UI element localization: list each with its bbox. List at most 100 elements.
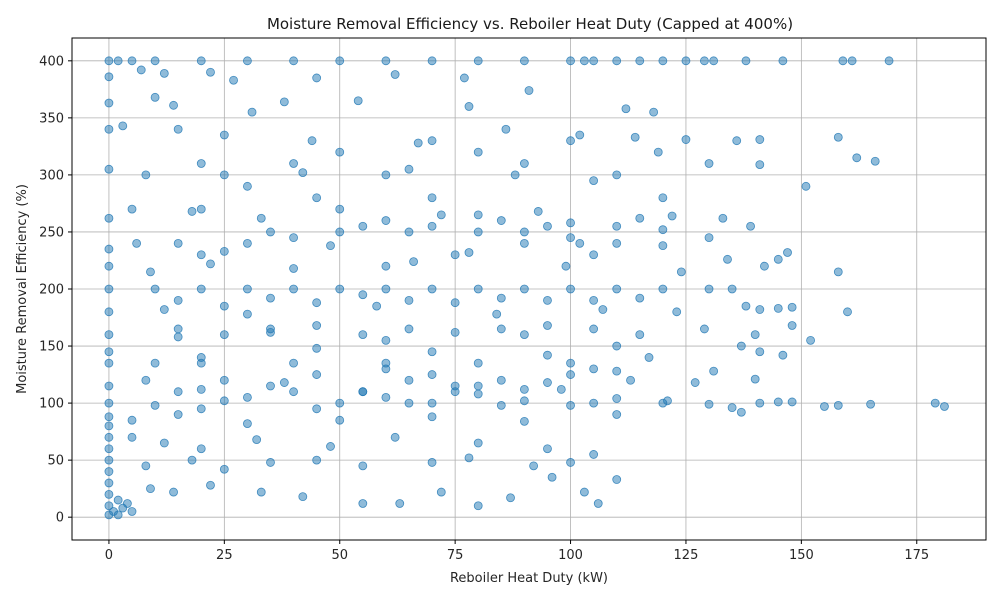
- data-point: [436, 210, 446, 220]
- data-point: [256, 213, 266, 223]
- data-point: [252, 435, 262, 445]
- data-point: [806, 335, 815, 345]
- data-point: [104, 358, 114, 368]
- x-tick-label: 150: [789, 548, 814, 563]
- data-point: [566, 233, 575, 243]
- data-point: [519, 159, 529, 168]
- data-points: [104, 56, 949, 520]
- data-point: [519, 56, 529, 66]
- data-point: [196, 204, 206, 214]
- data-point: [741, 301, 751, 311]
- data-point: [658, 284, 668, 294]
- data-point: [736, 341, 746, 351]
- x-tick-label: 100: [558, 548, 583, 563]
- data-point: [847, 56, 857, 66]
- data-point: [289, 358, 298, 368]
- data-point: [930, 398, 940, 408]
- data-point: [404, 375, 414, 385]
- data-point: [473, 389, 483, 399]
- data-point: [104, 347, 114, 357]
- data-point: [122, 499, 132, 508]
- data-point: [566, 56, 575, 66]
- data-point: [206, 67, 215, 77]
- data-point: [307, 136, 317, 146]
- data-point: [473, 147, 483, 157]
- data-point: [612, 56, 622, 66]
- data-point: [473, 210, 483, 220]
- data-point: [358, 221, 368, 231]
- data-point: [335, 227, 345, 237]
- data-point: [718, 213, 728, 223]
- data-point: [543, 378, 552, 387]
- data-point: [104, 330, 114, 340]
- data-point: [196, 384, 206, 394]
- data-point: [626, 375, 635, 385]
- data-point: [773, 254, 783, 264]
- data-point: [243, 181, 252, 191]
- y-tick-label: 0: [56, 511, 64, 526]
- data-point: [681, 56, 691, 66]
- data-point: [436, 487, 446, 497]
- data-point: [700, 324, 709, 334]
- data-point: [473, 227, 483, 237]
- data-point: [519, 227, 529, 237]
- data-point: [390, 70, 400, 79]
- data-point: [113, 495, 123, 505]
- data-point: [427, 136, 437, 146]
- data-point: [529, 461, 539, 471]
- data-point: [150, 358, 160, 368]
- data-point: [159, 438, 169, 448]
- data-point: [427, 458, 437, 467]
- data-point: [658, 193, 668, 203]
- data-point: [113, 56, 123, 66]
- data-point: [787, 302, 797, 312]
- data-point: [381, 216, 391, 225]
- data-point: [589, 324, 599, 334]
- data-point: [335, 415, 345, 425]
- data-point: [700, 56, 709, 66]
- data-point: [219, 396, 229, 406]
- data-point: [519, 330, 529, 340]
- x-axis-ticks: 0 25 50 75 100 125 150 175: [105, 540, 929, 563]
- data-point: [173, 332, 183, 342]
- data-point: [473, 358, 483, 368]
- data-point: [104, 501, 114, 511]
- data-point: [496, 293, 506, 303]
- data-point: [450, 387, 460, 397]
- data-point: [104, 284, 114, 294]
- data-point: [773, 397, 783, 407]
- data-point: [266, 324, 275, 334]
- data-point: [104, 398, 114, 408]
- data-point: [464, 248, 474, 257]
- data-point: [104, 244, 114, 254]
- data-point: [150, 92, 160, 102]
- x-tick-label: 50: [331, 548, 348, 563]
- data-point: [256, 487, 266, 497]
- data-point: [335, 204, 345, 214]
- data-point: [358, 290, 368, 300]
- data-point: [510, 170, 520, 180]
- data-point: [104, 467, 114, 476]
- data-point: [589, 56, 599, 66]
- data-point: [755, 347, 765, 357]
- data-point: [635, 293, 645, 303]
- data-point: [547, 472, 557, 482]
- data-point: [404, 164, 414, 174]
- data-point: [404, 398, 414, 408]
- data-point: [473, 438, 483, 448]
- data-point: [727, 284, 737, 294]
- data-point: [381, 261, 391, 271]
- data-point: [266, 458, 275, 467]
- data-point: [279, 97, 289, 107]
- data-point: [644, 353, 654, 362]
- data-point: [843, 307, 852, 317]
- data-point: [496, 216, 506, 225]
- data-point: [543, 296, 552, 305]
- data-point: [820, 402, 829, 411]
- data-point: [141, 170, 151, 180]
- data-point: [593, 499, 603, 508]
- y-tick-label: 200: [39, 283, 64, 298]
- data-point: [709, 56, 719, 66]
- data-point: [612, 475, 622, 484]
- data-point: [187, 455, 197, 465]
